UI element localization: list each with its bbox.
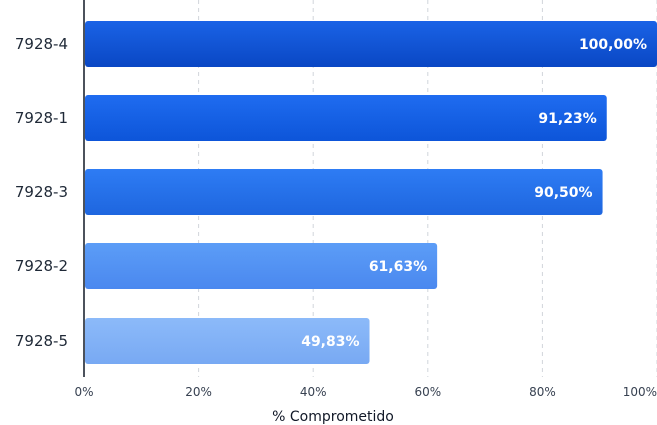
category-label: 7928-1 — [15, 109, 68, 127]
category-label: 7928-2 — [15, 257, 68, 275]
x-axis-title: % Comprometido — [272, 409, 394, 425]
bar-7928-1 — [85, 95, 607, 141]
bar-value-label: 49,83% — [301, 334, 359, 350]
bar-value-label: 61,63% — [369, 259, 427, 275]
x-tick-label: 80% — [529, 385, 556, 399]
x-tick-label: 40% — [300, 385, 327, 399]
category-label: 7928-3 — [15, 183, 68, 201]
x-tick-label: 0% — [74, 385, 93, 399]
category-labels: 7928-4 7928-1 7928-3 7928-2 7928-5 — [15, 35, 68, 350]
bar-value-label: 100,00% — [579, 37, 647, 53]
x-tick-labels: 0% 20% 40% 60% 80% 100% — [74, 385, 657, 399]
bars-group: 100,00% 91,23% 90,50% 61,63% 49,83% — [85, 21, 657, 364]
x-tick-label: 60% — [414, 385, 441, 399]
category-label: 7928-4 — [15, 35, 68, 53]
x-tick-label: 20% — [185, 385, 212, 399]
bar-7928-5 — [85, 318, 370, 364]
x-tick-label: 100% — [623, 385, 657, 399]
grid-lines — [198, 0, 657, 377]
bar-7928-4 — [85, 21, 657, 67]
category-label: 7928-5 — [15, 332, 68, 350]
bar-value-label: 91,23% — [538, 111, 596, 127]
bar-value-label: 90,50% — [534, 185, 592, 201]
bar-7928-3 — [85, 169, 603, 215]
bar-7928-2 — [85, 243, 438, 289]
